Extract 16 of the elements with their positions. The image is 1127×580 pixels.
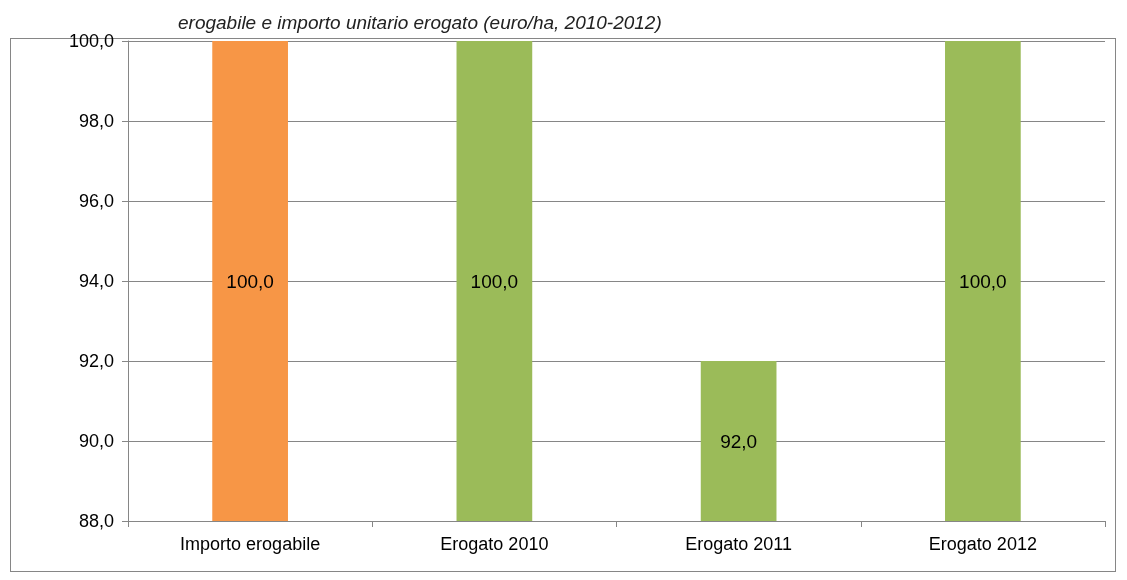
y-tick-label: 94,0 xyxy=(78,271,114,291)
x-tick-label: Erogato 2012 xyxy=(928,534,1037,554)
data-label: 100,0 xyxy=(226,270,274,292)
data-label: 100,0 xyxy=(959,270,1007,292)
chart-title: erogabile e importo unitario erogato (euro/ha, 2010-2012) xyxy=(178,12,662,33)
y-tick-label: 88,0 xyxy=(78,511,114,531)
x-tick-label: Erogato 2011 xyxy=(685,534,793,554)
y-tick-label: 100,0 xyxy=(68,31,114,51)
x-tick-label: Importo erogabile xyxy=(180,534,321,554)
y-tick-label: 92,0 xyxy=(78,351,114,371)
x-tick-label: Erogato 2010 xyxy=(440,534,549,554)
data-label: 92,0 xyxy=(720,430,758,452)
y-tick-label: 96,0 xyxy=(78,191,114,211)
y-tick-label: 98,0 xyxy=(78,111,114,131)
data-label: 100,0 xyxy=(470,270,519,292)
y-tick-label: 90,0 xyxy=(78,431,114,451)
